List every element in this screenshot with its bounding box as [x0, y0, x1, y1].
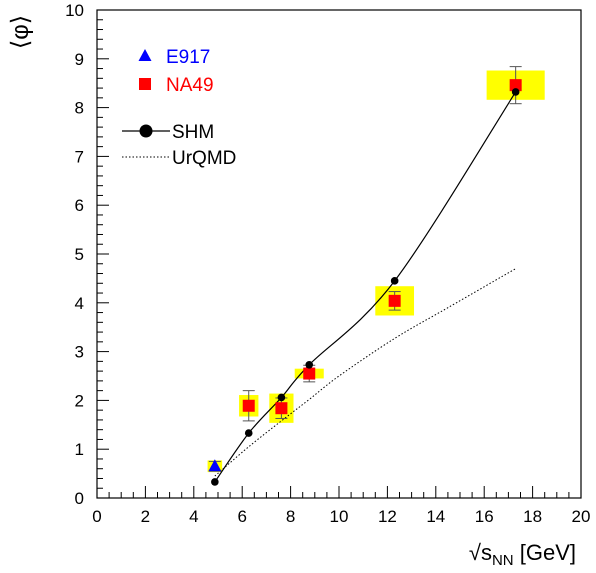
model-curves	[214, 91, 517, 483]
x-tick-label: 8	[286, 507, 295, 526]
y-tick-label: 8	[75, 99, 84, 118]
y-tick-label: 1	[75, 440, 84, 459]
x-tick-label: 20	[572, 507, 591, 526]
y-axis-label: ⟨φ⟩	[7, 15, 34, 49]
legend: E917 NA49 SHM UrQMD	[122, 47, 236, 169]
legend-shm-symbol	[139, 124, 153, 138]
x-tick-label: 10	[330, 507, 349, 526]
na49-marker	[275, 402, 288, 415]
data-markers	[208, 79, 522, 486]
y-tick-label: 2	[75, 391, 84, 410]
x-tick-label: 18	[523, 507, 542, 526]
y-tick-label: 0	[75, 489, 84, 508]
legend-urqmd-label: UrQMD	[172, 148, 236, 169]
y-tick-label: 7	[75, 147, 84, 166]
urqmd-curve	[214, 268, 516, 477]
shm-curve	[214, 91, 517, 483]
x-tick-label: 4	[189, 507, 198, 526]
x-axis-label-base: s	[481, 540, 492, 565]
legend-shm-label: SHM	[172, 122, 214, 143]
y-tick-label: 10	[65, 1, 84, 20]
x-tick-label: 2	[141, 507, 150, 526]
shm-point	[244, 429, 253, 437]
legend-e917-label: E917	[166, 47, 210, 68]
shm-point	[390, 277, 399, 285]
x-axis-label-subscript: NN	[492, 552, 514, 569]
e917-marker	[208, 459, 222, 472]
shm-point	[305, 360, 314, 369]
x-tick-label: 0	[92, 507, 101, 526]
x-axis-label: √sNN [GeV]	[469, 540, 576, 569]
y-tick-label: 9	[75, 50, 84, 69]
shm-point	[277, 393, 286, 402]
legend-e917-symbol	[138, 49, 152, 61]
x-axis-label-root: √	[469, 540, 482, 565]
systematic-bands	[207, 70, 545, 473]
x-axis-label-unit: [GeV]	[514, 540, 576, 565]
x-tick-label: 16	[475, 507, 494, 526]
na49-marker	[303, 367, 316, 380]
x-tick-label: 14	[426, 507, 445, 526]
y-tick-label: 5	[75, 245, 84, 264]
na49-marker	[509, 79, 522, 92]
y-tick-label: 6	[75, 196, 84, 215]
y-tick-label: 3	[75, 343, 84, 362]
y-tick-label: 4	[75, 294, 84, 313]
shm-point	[211, 478, 219, 486]
legend-na49-symbol	[139, 78, 151, 90]
shm-point	[511, 88, 520, 96]
na49-marker	[388, 294, 401, 307]
x-tick-label: 6	[237, 507, 246, 526]
legend-na49-label: NA49	[166, 75, 214, 96]
na49-marker	[242, 399, 255, 412]
x-tick-label: 12	[378, 507, 397, 526]
